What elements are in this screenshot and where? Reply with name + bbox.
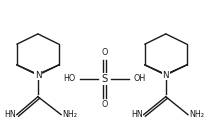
Text: HN: HN (131, 110, 142, 119)
Text: N: N (163, 71, 169, 80)
Text: S: S (101, 74, 108, 84)
Text: HN: HN (4, 110, 16, 119)
Text: O: O (101, 100, 108, 109)
Text: NH₂: NH₂ (189, 110, 204, 119)
Text: NH₂: NH₂ (62, 110, 77, 119)
Text: O: O (101, 48, 108, 57)
Text: OH: OH (133, 74, 145, 83)
Text: N: N (35, 71, 41, 80)
Text: HO: HO (64, 74, 76, 83)
